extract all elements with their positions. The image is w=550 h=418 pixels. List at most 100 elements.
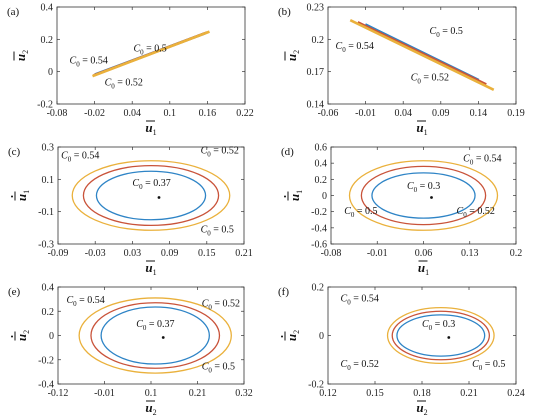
y-tick-label: 0.2: [312, 35, 325, 46]
y-tick-label: -0.6: [311, 240, 327, 251]
x-tick-label: -0.01: [94, 388, 115, 399]
x-tick-label: 0.32: [235, 388, 253, 399]
x-tick-label: 0.21: [460, 388, 478, 399]
panel-label: (e): [8, 286, 21, 298]
x-tick-label: 0.03: [124, 248, 142, 259]
y-axis-label: u1: [11, 190, 31, 201]
curve-annotation: C0 = 0.5: [472, 359, 505, 372]
panel-d: (d) -0.08 -0.01 0.06 0.13 0.2 -0.6 -0.4 -0.2 0 0.2…: [281, 143, 522, 278]
x-tick-label: 0.04: [123, 108, 141, 119]
panel-e: (e) -0.12 -0.01 0.1 0.21 0.32 -0.4 -0.2 0 0.2 0.4 u…: [8, 283, 253, 418]
y-tick-label: 0.2: [315, 175, 328, 186]
y-tick-label: 0.6: [315, 143, 328, 154]
orbit-ellipse: [83, 166, 218, 226]
x-tick-label: 0.19: [507, 108, 525, 119]
curve-annotation: C0 = 0.52: [341, 359, 379, 372]
y-tick-label: 0: [322, 191, 327, 202]
y-tick-label: 0: [48, 67, 53, 78]
curve-annotation: C0 = 0.37: [132, 178, 170, 191]
y-tick-label: -0.2: [37, 100, 53, 111]
x-tick-label: 0.06: [415, 248, 433, 259]
curve-annotation: C0 = 0.54: [66, 295, 104, 308]
panel-c: (c)-0.09 -0.03 0.03 0.09 0.15 0.21-0.3-0.10.1…: [8, 143, 253, 278]
y-tick-label: -0.1: [38, 207, 54, 218]
x-tick-label: -0.01: [367, 248, 388, 259]
panel-label: (d): [281, 146, 294, 158]
curve-annotation: C0 = 0.3: [407, 181, 440, 194]
x-tick-label: 0.15: [198, 248, 216, 259]
panel-f: (f) 0.12 0.15 0.18 0.21 0.24 -0.2 0 0.2 u2 u2 C0 = …: [278, 283, 525, 418]
curve-annotation: C0 = 0.52: [202, 298, 240, 311]
y-axis-label: u1: [284, 190, 304, 201]
y-axis-label: u2: [284, 50, 301, 61]
fixed-point-dot: [162, 336, 165, 339]
x-tick-label: -0.02: [84, 108, 105, 119]
curve-annotation: C0 = 0.5: [344, 206, 377, 219]
x-tick-label: 0.09: [161, 248, 179, 259]
y-tick-label: 0.1: [42, 175, 55, 186]
y-tick-label: 0.2: [42, 307, 55, 318]
x-axis-label: u2: [145, 400, 156, 417]
curve-annotation: C0 = 0.54: [61, 150, 99, 163]
curve-annotation: C0 = 0.54: [463, 154, 501, 167]
y-tick-label: 0.3: [42, 143, 55, 154]
panel-label: (f): [278, 286, 289, 298]
x-tick-label: 0.21: [189, 388, 207, 399]
svg-text:u1: u1: [14, 190, 31, 201]
y-tick-label: -0.4: [311, 223, 327, 234]
y-tick-label: 0.4: [41, 3, 54, 14]
orbit-ellipse: [91, 303, 220, 368]
panel-b: (b)-0.06 -0.01 0.04 0.09 0.14 0.190.140.170.2…: [278, 3, 525, 138]
fixed-point-dot: [447, 336, 450, 339]
x-axis-label: u2: [416, 400, 427, 417]
y-tick-label: -0.2: [38, 355, 54, 366]
x-tick-label: 0.04: [394, 108, 412, 119]
y-axis-label: u2: [13, 50, 30, 61]
x-tick-label: 0.16: [199, 108, 217, 119]
x-tick-label: 0.1: [145, 388, 158, 399]
svg-text:u2: u2: [13, 50, 30, 61]
panel-a: (a) -0.08 -0.02 0.04 0.1 0.16 0.22 -0.2 0 0.2 0.4 u…: [7, 3, 254, 138]
x-tick-label: -0.03: [85, 248, 106, 259]
y-tick-label: 0.2: [41, 35, 54, 46]
y-tick-label: 0.4: [315, 159, 328, 170]
svg-text:u1: u1: [287, 190, 304, 201]
curve-annotation: C0 = 0.52: [201, 145, 239, 158]
svg-text:u1: u1: [145, 260, 156, 277]
curve-annotation: C0 = 0.5: [430, 26, 463, 39]
x-tick-label: 0.14: [470, 108, 488, 119]
x-tick-label: 0.15: [366, 388, 384, 399]
svg-text:u1: u1: [418, 260, 429, 277]
x-tick-label: 0.09: [432, 108, 450, 119]
curve-annotation: C0 = 0.3: [422, 319, 455, 332]
x-tick-label: 0.18: [413, 388, 431, 399]
curve-annotation: C0 = 0.52: [457, 206, 495, 219]
curve-annotation: C0 = 0.54: [336, 41, 374, 54]
svg-text:u2: u2: [14, 330, 31, 341]
y-axis-label: u2: [11, 330, 31, 341]
curve-annotation: C0 = 0.54: [341, 294, 379, 307]
x-tick-label: 0.13: [461, 248, 479, 259]
x-tick-label: -0.01: [355, 108, 376, 119]
curve-annotation: C0 = 0.5: [201, 225, 234, 238]
x-axis-label: u1: [145, 260, 156, 277]
y-tick-label: 0.2: [312, 283, 325, 294]
panel-label: (b): [278, 6, 291, 18]
y-tick-label: 0: [319, 331, 324, 342]
y-tick-label: -0.2: [308, 380, 324, 391]
curve-annotation: C0 = 0.37: [136, 319, 174, 332]
curve-annotation: C0 = 0.52: [105, 77, 143, 90]
panel-label: (c): [8, 146, 21, 158]
curve-annotation: C0 = 0.52: [411, 72, 449, 85]
x-tick-label: 0.1: [164, 108, 177, 119]
x-axis-label: u1: [416, 120, 427, 137]
fixed-point-dot: [430, 196, 433, 199]
x-tick-label: 0.2: [510, 248, 523, 259]
y-tick-label: 0: [49, 331, 54, 342]
orbit-ellipse: [388, 308, 495, 364]
x-tick-label: 0.24: [507, 388, 525, 399]
curve-annotation: C0 = 0.54: [70, 56, 108, 69]
y-axis-label: u2: [281, 330, 301, 341]
y-tick-label: 0.17: [307, 67, 325, 78]
